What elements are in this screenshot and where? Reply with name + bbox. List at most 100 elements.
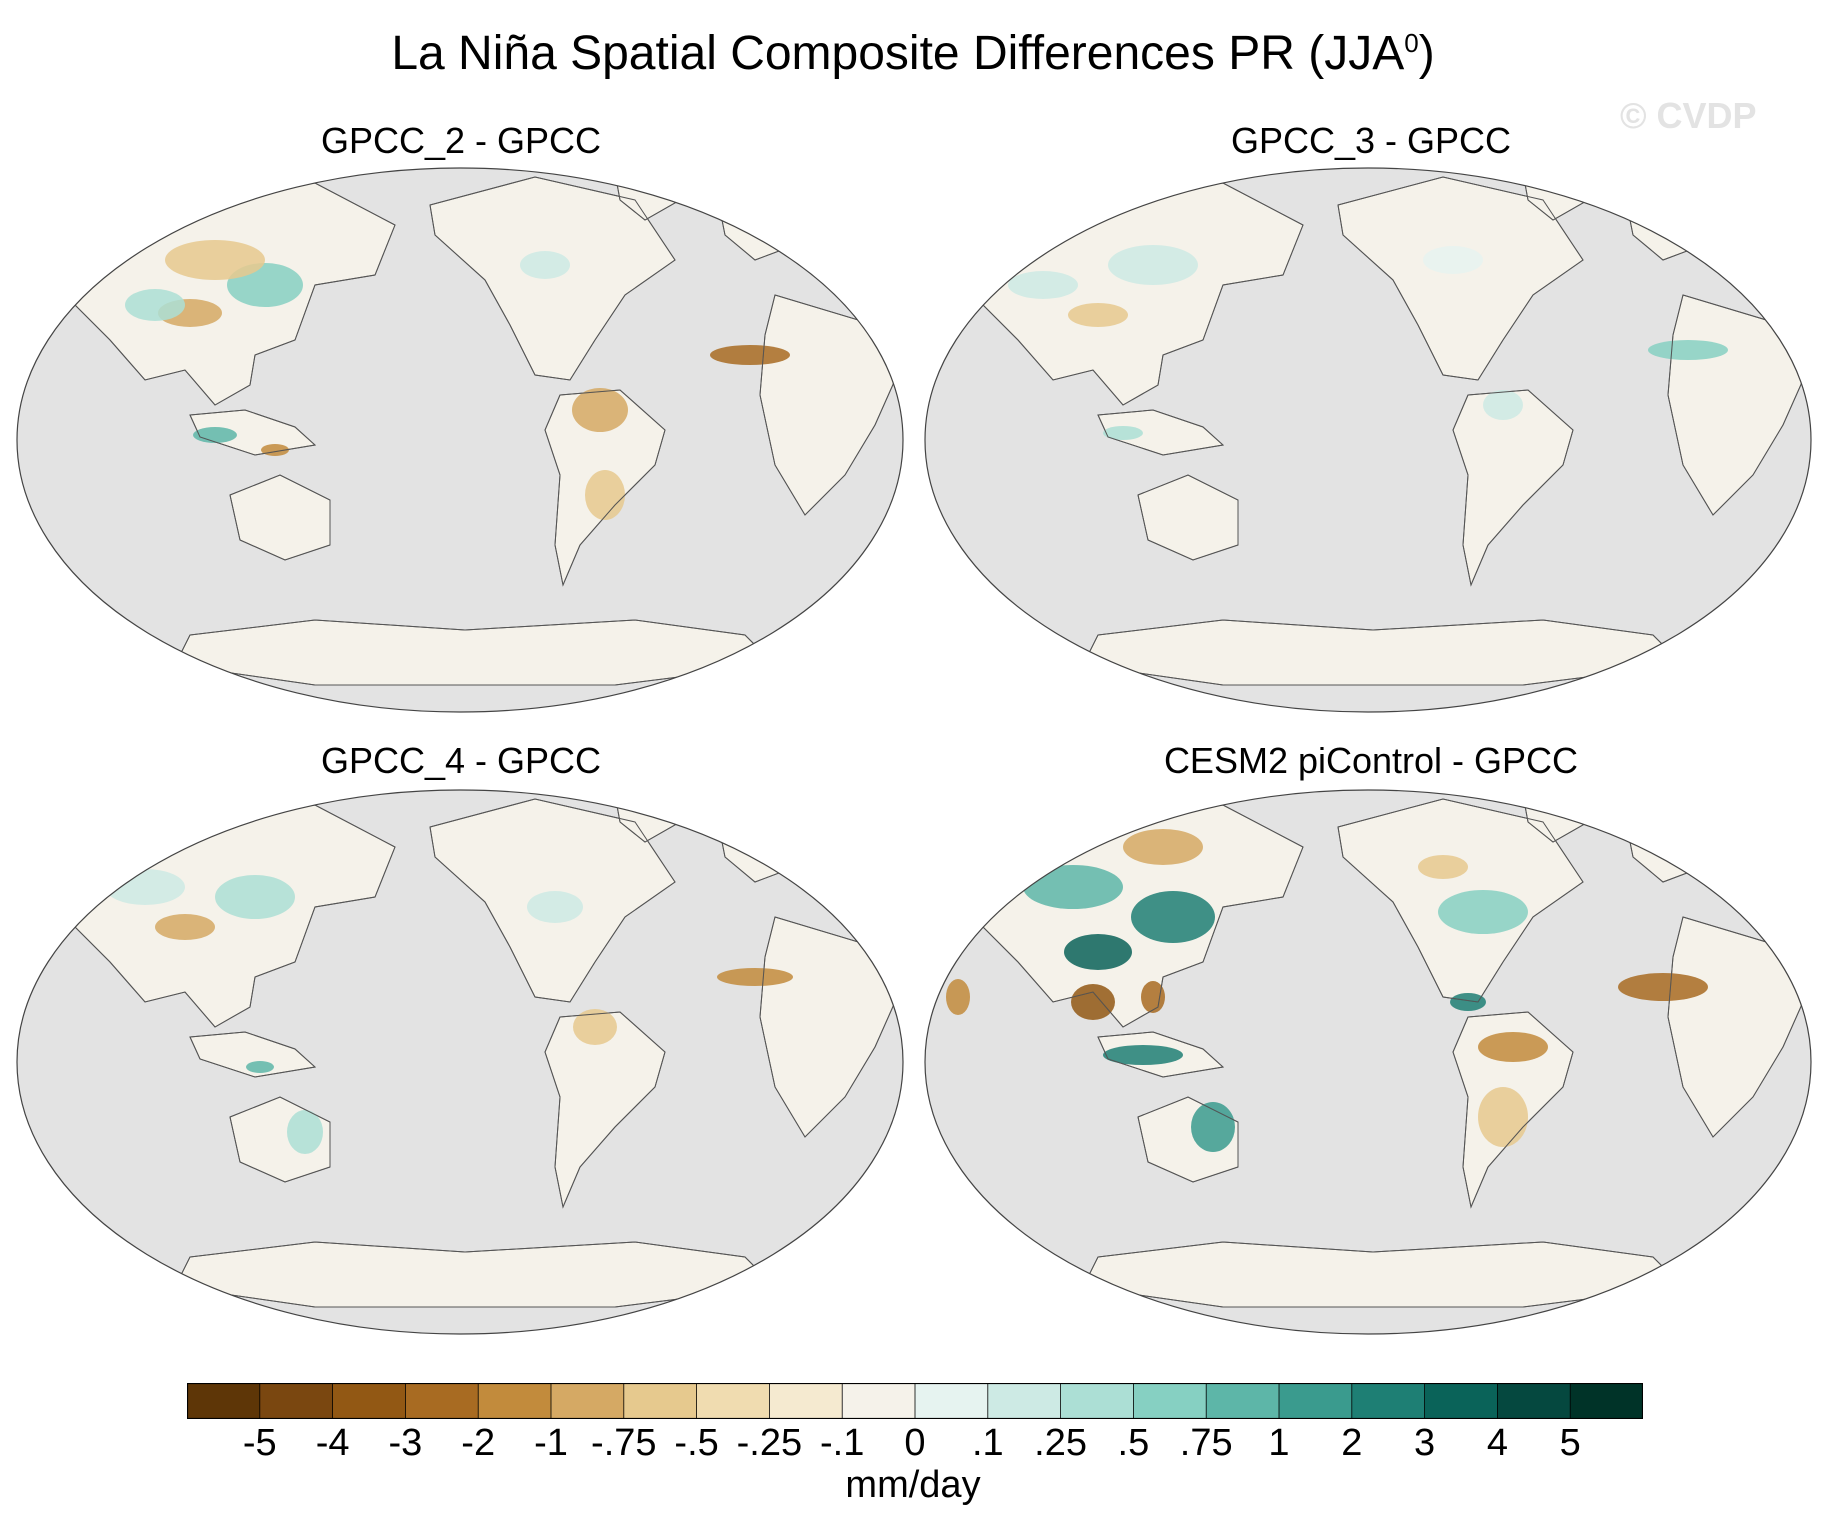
colorbar-tick-label: -.25: [736, 1422, 803, 1464]
precip-anomaly-patch: [1648, 340, 1728, 360]
precip-anomaly-patch: [155, 914, 215, 940]
colorbar-swatch: [478, 1383, 552, 1419]
colorbar-tick-label: -.75: [591, 1422, 657, 1464]
colorbar-tick-label: -.1: [820, 1422, 865, 1464]
maritime-asia-land-coastline: [189, 1031, 317, 1078]
precip-anomaly-patch: [215, 875, 295, 919]
colorbar-units: mm/day: [845, 1464, 981, 1506]
precip-anomaly-patch: [573, 1009, 617, 1045]
precip-anomaly-patch: [1438, 890, 1528, 934]
north-america-land-coastline: [429, 176, 676, 381]
colorbar-swatch: [1570, 1383, 1643, 1419]
colorbar-swatch: [187, 1383, 261, 1419]
australia-land-coastline: [229, 1096, 331, 1183]
south-america-land-coastline: [1452, 1011, 1574, 1209]
precip-anomaly-patch: [520, 251, 570, 279]
south-america-land-coastline: [544, 389, 666, 587]
panel-title-3: GPCC_4 - GPCC: [320, 740, 602, 781]
precip-anomaly-patch: [1008, 271, 1078, 299]
precip-anomaly-patch: [1131, 891, 1215, 943]
precip-anomaly-patch: [1423, 246, 1483, 274]
precip-anomaly-patch: [1071, 984, 1115, 1020]
precip-anomaly-patch: [1123, 829, 1203, 865]
precip-anomaly-patch: [1450, 993, 1486, 1011]
australia-land-coastline: [229, 474, 331, 561]
cvdp-watermark: © CVDP: [1620, 95, 1757, 136]
south-america-land-coastline: [1452, 389, 1574, 587]
precip-anomaly-patch: [1068, 303, 1128, 327]
colorbar-swatch: [405, 1383, 479, 1419]
colorbar-swatch: [1351, 1383, 1426, 1419]
panel-title-4: CESM2 piControl - GPCC: [1163, 740, 1579, 781]
map-panel-1: [16, 167, 904, 713]
colorbar-tick-label: -2: [461, 1422, 496, 1464]
precip-anomaly-patch: [1483, 390, 1523, 420]
colorbar-tick-label: 0: [904, 1422, 926, 1464]
colorbar-swatch: [1497, 1383, 1571, 1419]
colorbar-swatch: [696, 1383, 770, 1419]
map-panel-3: [16, 789, 904, 1335]
colorbar-tick-label: -4: [315, 1422, 350, 1464]
precip-anomaly-patch: [1023, 865, 1123, 909]
colorbar-tick-label: -.5: [674, 1422, 719, 1464]
colorbar-tick-label: .1: [971, 1422, 1004, 1464]
colorbar-tick-label: 4: [1486, 1422, 1508, 1464]
colorbar-swatch: [1133, 1383, 1207, 1419]
map-panel-2: [924, 167, 1812, 713]
colorbar-swatch: [1060, 1383, 1134, 1419]
panel-title-1: GPCC_2 - GPCC: [320, 120, 602, 161]
precip-anomaly-patch: [1064, 934, 1132, 970]
precip-anomaly-patch: [1141, 981, 1165, 1013]
precip-anomaly-patch: [165, 240, 265, 280]
colorbar-swatch: [332, 1383, 406, 1419]
precip-anomaly-patch: [1103, 1045, 1183, 1065]
precip-anomaly-patch: [1478, 1032, 1548, 1062]
precip-anomaly-patch: [717, 968, 793, 986]
colorbar-tick-label: -3: [388, 1422, 423, 1464]
colorbar-tick-label: .25: [1034, 1422, 1088, 1464]
precip-anomaly-patch: [125, 289, 185, 321]
precip-anomaly-patch: [1618, 973, 1708, 1001]
figure-title: La Niña Spatial Composite Differences PR…: [391, 27, 1435, 80]
australia-land-coastline: [1137, 1096, 1239, 1183]
precip-anomaly-patch: [1108, 245, 1198, 285]
colorbar-swatch: [1206, 1383, 1280, 1419]
north-america-land-coastline: [1337, 176, 1584, 381]
precip-anomaly-patch: [1418, 855, 1468, 879]
colorbar-swatch: [987, 1383, 1062, 1419]
colorbar-tick-label: .75: [1179, 1422, 1233, 1464]
maritime-asia-land-coastline: [1097, 1031, 1225, 1078]
panel-title-2: GPCC_3 - GPCC: [1230, 120, 1512, 161]
colorbar-tick-label: -5: [242, 1422, 277, 1464]
north-america-land-coastline: [1337, 798, 1584, 1003]
maritime-asia-land-coastline: [189, 409, 317, 456]
colorbar-swatch: [623, 1383, 698, 1419]
precip-anomaly-patch: [105, 869, 185, 905]
north-america-land-coastline: [429, 798, 676, 1003]
colorbar-swatch: [259, 1383, 334, 1419]
colorbar-tick-label: -1: [534, 1422, 568, 1464]
colorbar-swatch: [915, 1383, 989, 1419]
map-panel-4: [924, 789, 1812, 1335]
maritime-asia-land-coastline: [1097, 409, 1225, 456]
australia-land-coastline: [1137, 474, 1239, 561]
precip-anomaly-patch: [1478, 1087, 1528, 1147]
precip-anomaly-patch: [527, 891, 583, 923]
colorbar-swatch: [1424, 1383, 1498, 1419]
map-border: [16, 789, 904, 1335]
colorbar-swatch: [551, 1383, 625, 1419]
colorbar-tick-label: 3: [1414, 1422, 1436, 1464]
precip-anomaly-patch: [1103, 426, 1143, 440]
map-border: [924, 789, 1812, 1335]
precip-anomaly-patch: [710, 345, 790, 365]
colorbar-tick-label: .5: [1117, 1422, 1150, 1464]
precip-anomaly-patch: [287, 1110, 323, 1154]
colorbar-swatch: [842, 1383, 916, 1419]
south-america-land-coastline: [544, 1011, 666, 1209]
precip-anomaly-patch: [193, 427, 237, 443]
precip-anomaly-patch: [572, 388, 628, 432]
colorbar: [187, 1383, 1643, 1419]
colorbar-tick-label: 2: [1341, 1422, 1363, 1464]
precip-anomaly-patch: [585, 470, 625, 520]
map-border: [16, 167, 904, 713]
